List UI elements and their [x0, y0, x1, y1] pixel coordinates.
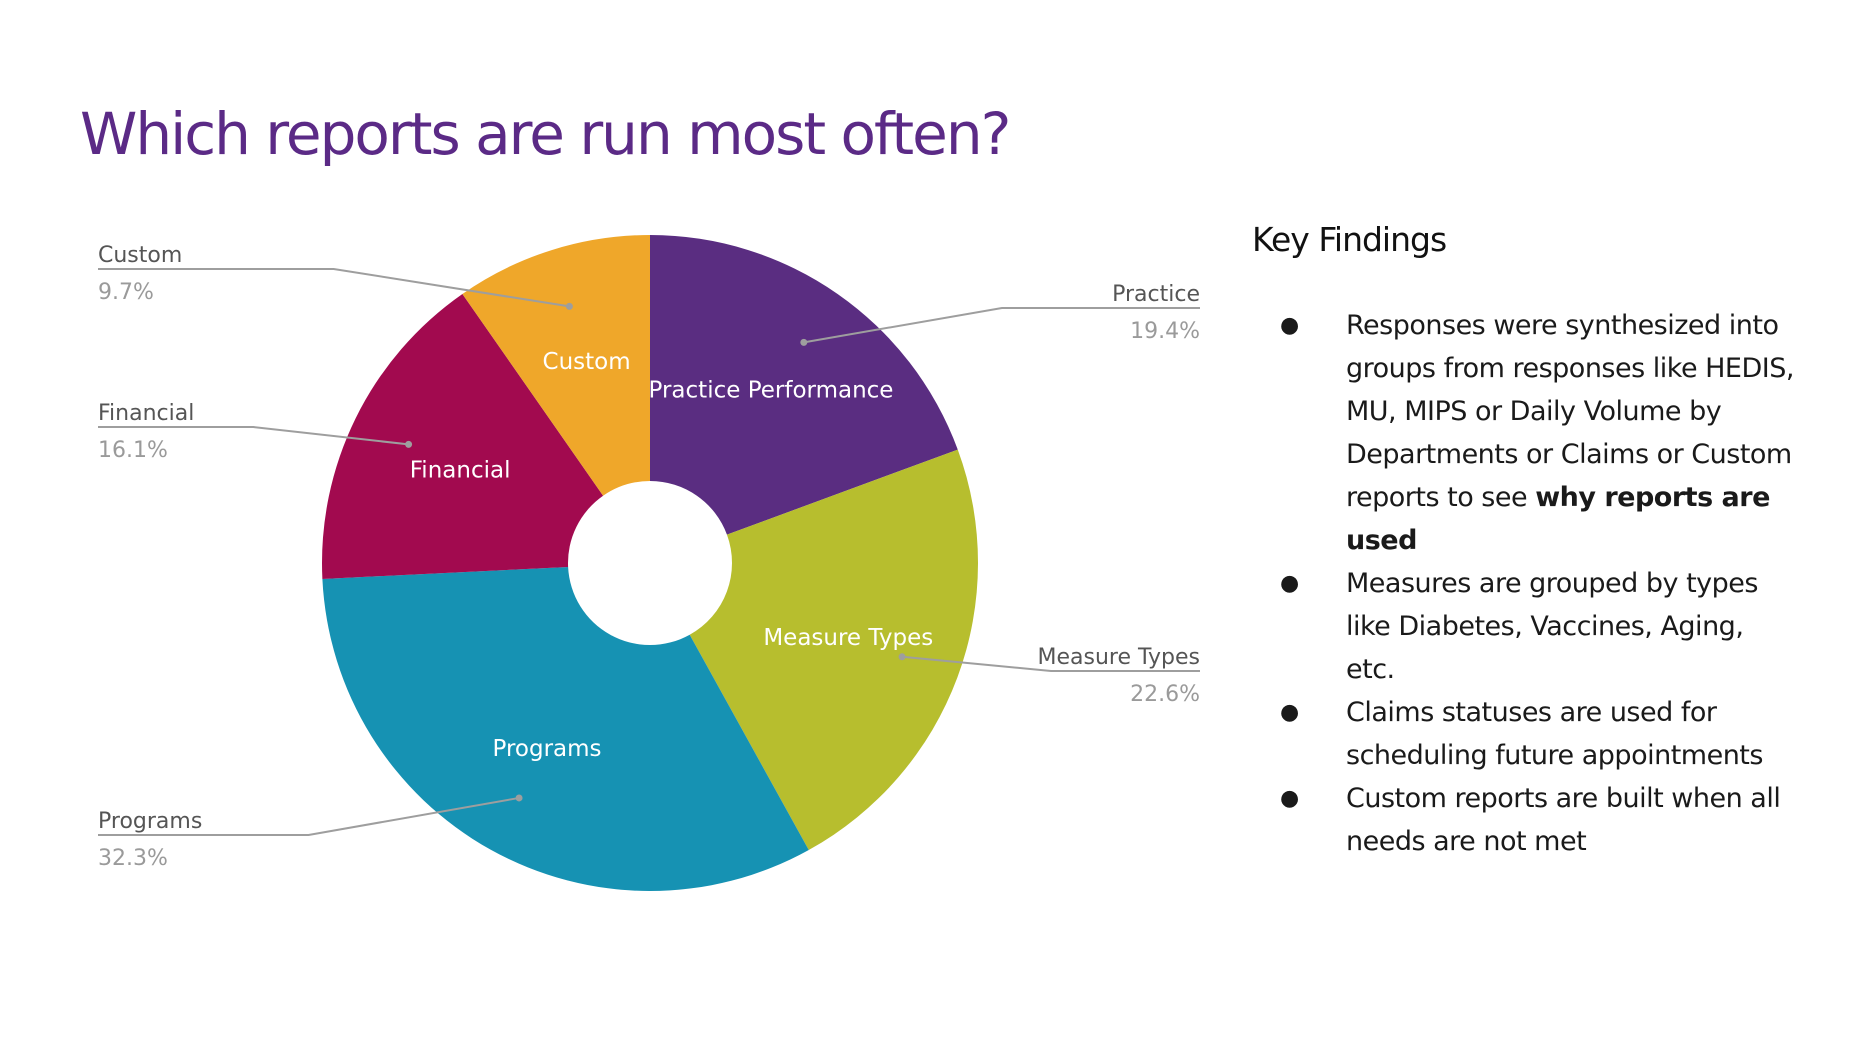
finding-emphasis: why reports are used [1346, 482, 1770, 556]
callout-percent-custom: 9.7% [98, 280, 154, 305]
slide-title: Which reports are run most often? [80, 100, 1011, 168]
callout-percent-financial: 16.1% [98, 438, 168, 463]
callout-percent-programs: 32.3% [98, 846, 168, 871]
slice-practice [650, 235, 958, 535]
finding-text: Measures are grouped by types like Diabe… [1346, 568, 1758, 685]
finding-item: ● Responses were synthesized into groups … [1280, 304, 1800, 562]
callout-dot-programs [515, 794, 523, 802]
callout-dot-measure-types [898, 653, 906, 661]
finding-text: Responses were synthesized into groups f… [1346, 310, 1794, 513]
finding-item: ● Measures are grouped by types like Diab… [1280, 562, 1800, 691]
callout-line-financial [98, 426, 409, 446]
key-findings-list: ● Responses were synthesized into groups … [1280, 304, 1800, 863]
slice-label-practice: Practice Performance [649, 377, 894, 403]
callout-name-programs: Programs [98, 809, 202, 834]
slice-label-custom: Custom [543, 349, 631, 375]
slice-label-financial: Financial [410, 458, 511, 484]
slice-measure-types [689, 449, 978, 851]
callout-line-custom [98, 268, 570, 308]
slice-label-measure-types: Measure Types [763, 625, 933, 651]
finding-text: Custom reports are built when all needs … [1346, 783, 1781, 857]
bullet-icon: ● [1280, 571, 1299, 596]
slice-programs [322, 566, 809, 891]
callout-dot-custom [565, 302, 573, 310]
key-findings-title: Key Findings [1252, 220, 1447, 259]
callout-name-measure-types: Measure Types [1038, 645, 1201, 670]
donut-chart: Practice Performance Practice 19.4% Measure… [98, 235, 1201, 891]
callout-percent-practice: 19.4% [1130, 319, 1200, 344]
bullet-icon: ● [1280, 786, 1299, 811]
finding-item: ● Claims statuses are used for scheduling… [1280, 691, 1800, 777]
callout-name-practice: Practice [1112, 282, 1200, 307]
callout-name-custom: Custom [98, 243, 182, 268]
bullet-icon: ● [1280, 700, 1299, 725]
callout-line-practice [803, 307, 1200, 344]
callout-line-measure-types [901, 655, 1200, 672]
callout-dot-practice [800, 338, 808, 346]
callout-percent-measure-types: 22.6% [1130, 682, 1200, 707]
bullet-icon: ● [1280, 313, 1299, 338]
slice-financial [322, 293, 604, 579]
slice-label-programs: Programs [492, 736, 601, 762]
callout-name-financial: Financial [98, 401, 194, 426]
slice-custom [462, 235, 650, 496]
finding-text: Claims statuses are used for scheduling … [1346, 697, 1763, 771]
callout-dot-financial [405, 440, 413, 448]
finding-item: ● Custom reports are built when all needs… [1280, 777, 1800, 863]
callout-line-programs [98, 796, 520, 836]
